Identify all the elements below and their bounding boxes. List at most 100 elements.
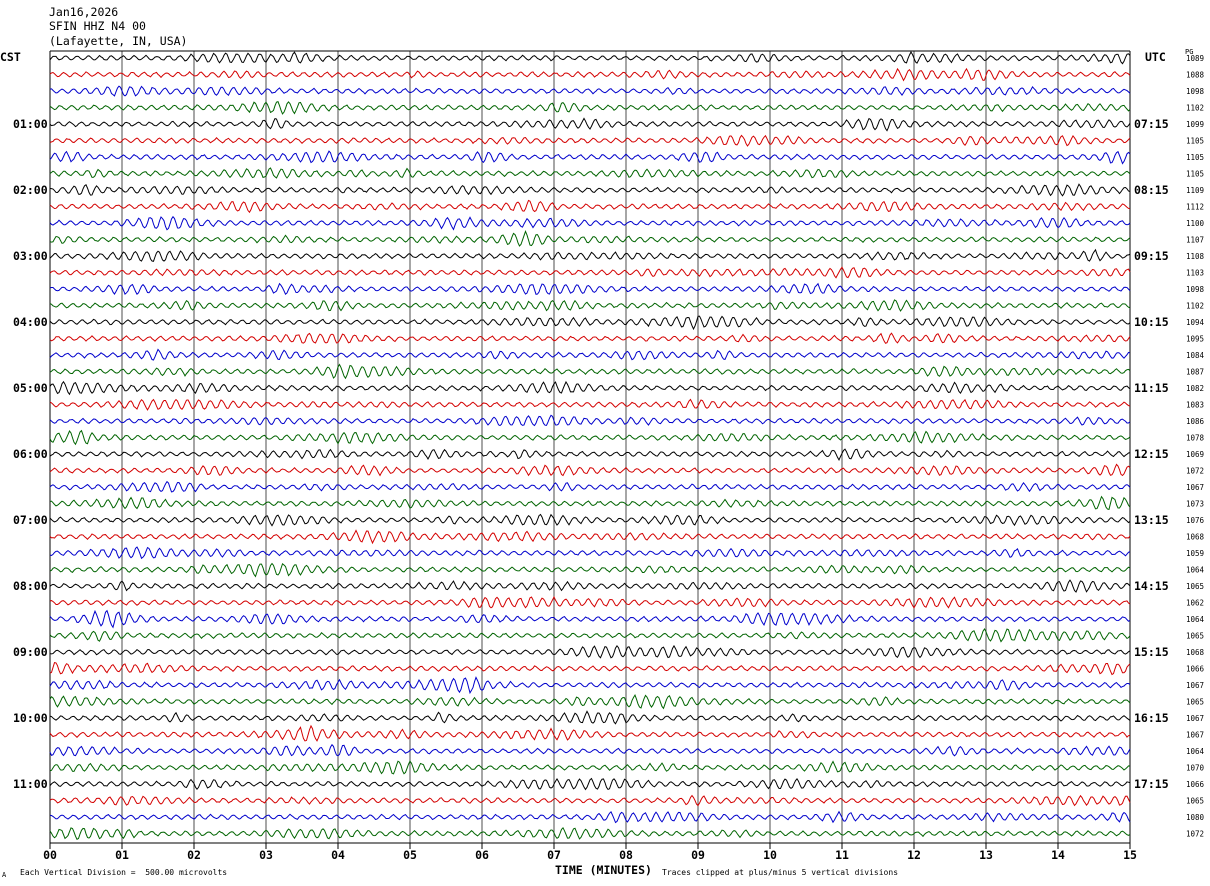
x-tick-label: 14 [1051, 848, 1065, 862]
left-hour-label: 02:00 [13, 183, 48, 197]
right-hour-label: 07:15 [1134, 117, 1169, 131]
row-value-label: 1109 [1186, 186, 1204, 195]
trace-row [49, 67, 1131, 82]
trace-row [49, 609, 1131, 629]
trace-row [49, 199, 1131, 214]
row-value-label: 1072 [1186, 467, 1204, 476]
row-value-label: 1068 [1186, 648, 1205, 657]
x-tick-label: 00 [43, 848, 57, 862]
x-tick-label: 03 [259, 848, 273, 862]
axis-labels: 00 01 02 03 04 05 06 07 08 09 10 11 12 13 14 1510891088… [13, 54, 1205, 862]
trace-row [49, 85, 1131, 97]
row-value-label: 1064 [1186, 615, 1205, 624]
row-value-label: 1073 [1186, 500, 1204, 509]
left-hour-label: 07:00 [13, 513, 48, 527]
right-hour-label: 09:15 [1134, 249, 1169, 263]
row-value-label: 1062 [1186, 599, 1204, 608]
right-hour-label: 08:15 [1134, 183, 1169, 197]
left-hour-label: 08:00 [13, 579, 48, 593]
left-hour-label: 11:00 [13, 777, 48, 791]
right-hour-label: 11:15 [1134, 381, 1169, 395]
trace-row [49, 546, 1131, 560]
x-tick-label: 04 [331, 848, 345, 862]
trace-row [49, 215, 1131, 231]
trace-row [49, 230, 1131, 247]
row-value-label: 1098 [1186, 285, 1205, 294]
x-tick-label: 13 [979, 848, 993, 862]
right-timezone-label: UTC [1145, 50, 1166, 64]
trace-row [49, 595, 1131, 609]
row-value-label: 1112 [1186, 203, 1204, 212]
x-tick-label: 01 [115, 848, 129, 862]
trace-row [49, 743, 1131, 757]
row-value-label: 1066 [1186, 780, 1205, 789]
trace-row [49, 794, 1131, 807]
trace-row [49, 332, 1131, 344]
trace-row [49, 480, 1131, 493]
row-value-label: 1103 [1186, 269, 1204, 278]
x-tick-label: 15 [1123, 848, 1137, 862]
row-value-label: 1105 [1186, 137, 1204, 146]
trace-row [49, 448, 1131, 462]
x-tick-label: 08 [619, 848, 633, 862]
trace-row [49, 398, 1131, 411]
row-value-label: 1072 [1186, 830, 1204, 839]
row-value-label: 1065 [1186, 582, 1204, 591]
trace-row [49, 777, 1131, 791]
row-value-label: 1067 [1186, 681, 1204, 690]
left-hour-label: 06:00 [13, 447, 48, 461]
row-value-label: 1084 [1186, 351, 1205, 360]
trace-row [49, 710, 1131, 725]
trace-row [49, 51, 1131, 65]
right-hour-label: 10:15 [1134, 315, 1169, 329]
row-value-label: 1066 [1186, 665, 1205, 674]
trace-row [49, 167, 1131, 179]
trace-row [49, 495, 1131, 510]
row-value-label: 1065 [1186, 797, 1204, 806]
trace-row [49, 760, 1131, 775]
row-value-label: 1102 [1186, 302, 1204, 311]
row-value-label: 1098 [1186, 87, 1205, 96]
row-value-label: 1065 [1186, 698, 1204, 707]
x-tick-label: 12 [907, 848, 921, 862]
row-value-label: 1082 [1186, 384, 1204, 393]
trace-row [49, 282, 1131, 296]
trace-row [49, 101, 1131, 115]
row-value-label: 1065 [1186, 632, 1204, 641]
trace-row [49, 134, 1131, 147]
left-hour-label: 03:00 [13, 249, 48, 263]
trace-row [49, 513, 1131, 527]
row-value-label: 1088 [1186, 71, 1205, 80]
row-value-label: 1069 [1186, 450, 1204, 459]
scale-note: Each Vertical Division = 500.00 microvol… [20, 868, 228, 877]
trace-row [49, 315, 1131, 331]
minute-grid [49, 50, 1131, 849]
left-hour-label: 04:00 [13, 315, 48, 329]
right-hour-label: 15:15 [1134, 645, 1169, 659]
left-hour-label: 10:00 [13, 711, 48, 725]
trace-row [49, 724, 1131, 742]
trace-row [49, 463, 1131, 477]
row-value-label: 1100 [1186, 219, 1205, 228]
row-value-label: 1099 [1186, 120, 1204, 129]
x-tick-label: 02 [187, 848, 201, 862]
row-value-label: 1105 [1186, 153, 1204, 162]
left-timezone-label: CST [0, 50, 21, 64]
trace-row [49, 117, 1131, 132]
station-id: SFIN HHZ N4 00 [49, 19, 146, 33]
right-hour-label: 14:15 [1134, 579, 1169, 593]
trace-row [49, 348, 1131, 361]
plot-date: Jan16,2026 [49, 5, 119, 19]
x-tick-label: 11 [835, 848, 849, 862]
trace-row [49, 363, 1131, 380]
trace-row [49, 627, 1131, 643]
trace-row [49, 380, 1131, 396]
trace-row [49, 299, 1131, 312]
clip-note: Traces clipped at plus/minus 5 vertical … [662, 868, 899, 877]
trace-row [49, 662, 1131, 676]
trace-row [49, 810, 1131, 824]
trace-row [49, 266, 1131, 279]
x-tick-label: 10 [763, 848, 777, 862]
row-value-label: 1067 [1186, 731, 1204, 740]
